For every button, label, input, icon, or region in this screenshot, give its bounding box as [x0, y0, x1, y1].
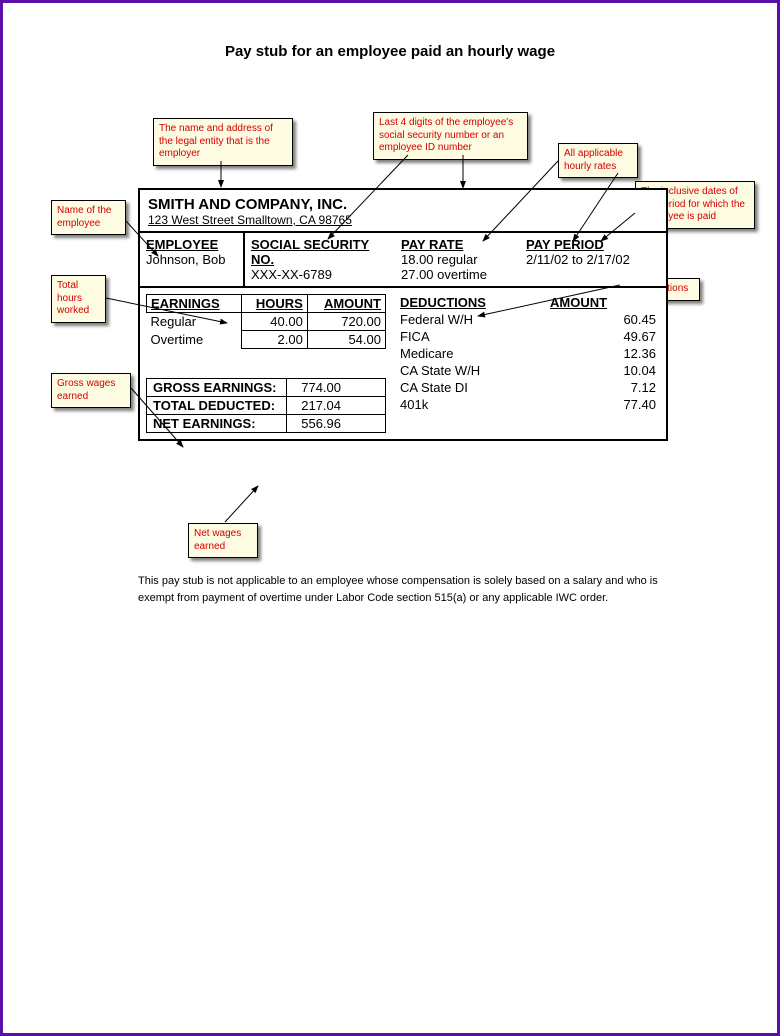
payperiod-box: PAY PERIOD 2/11/02 to 2/17/02: [520, 233, 666, 286]
footnote: This pay stub is not applicable to an em…: [138, 573, 668, 606]
ded-0-name: Federal W/H: [396, 311, 546, 328]
callout-ssn: Last 4 digits of the employee's social s…: [373, 112, 528, 160]
payrate-box: PAY RATE 18.00 regular 27.00 overtime: [395, 233, 520, 286]
ded-1-name: FICA: [396, 328, 546, 345]
paystub: SMITH AND COMPANY, INC. 123 West Street …: [138, 188, 668, 441]
payrate-1: 18.00 regular: [401, 252, 514, 267]
ded-amount-header: AMOUNT: [546, 294, 660, 311]
gross-label: GROSS EARNINGS:: [147, 379, 287, 396]
earnings-col: EARNINGS HOURS AMOUNT Regular 40.00 720.…: [146, 294, 386, 433]
totals: GROSS EARNINGS: 774.00 TOTAL DEDUCTED: 2…: [146, 378, 386, 433]
company-address: 123 West Street Smalltown, CA 98765: [148, 213, 658, 227]
employee-label: EMPLOYEE: [146, 237, 237, 252]
callout-net: Net wages earned: [188, 523, 258, 558]
page-title: Pay stub for an employee paid an hourly …: [48, 43, 732, 60]
ded-5-amt: 77.40: [546, 396, 660, 413]
net-row: NET EARNINGS: 556.96: [146, 414, 386, 433]
hours-header: HOURS: [241, 295, 307, 313]
info-row: EMPLOYEE Johnson, Bob SOCIAL SECURITY NO…: [140, 233, 666, 288]
ded-4-amt: 7.12: [546, 379, 660, 396]
gross-value: 774.00: [287, 379, 347, 396]
earn-hours-0: 40.00: [241, 313, 307, 331]
earn-hours-1: 2.00: [241, 331, 307, 349]
callout-rates: All applicable hourly rates: [558, 143, 638, 178]
earn-amt-1: 54.00: [307, 331, 385, 349]
earn-type-0: Regular: [147, 313, 242, 331]
callout-employer: The name and address of the legal entity…: [153, 118, 293, 166]
employee-box: EMPLOYEE Johnson, Bob: [140, 233, 245, 286]
ded-0-amt: 60.45: [546, 311, 660, 328]
page: Pay stub for an employee paid an hourly …: [0, 0, 780, 1036]
ded-3-name: CA State W/H: [396, 362, 546, 379]
earn-amt-0: 720.00: [307, 313, 385, 331]
earn-type-1: Overtime: [147, 331, 242, 349]
ded-1-amt: 49.67: [546, 328, 660, 345]
net-label: NET EARNINGS:: [147, 415, 287, 432]
callout-gross: Gross wages earned: [51, 373, 131, 408]
payperiod-value: 2/11/02 to 2/17/02: [526, 252, 660, 267]
ssn-value: XXX-XX-6789: [251, 267, 389, 282]
amount-header: AMOUNT: [307, 295, 385, 313]
deductions-table: DEDUCTIONS AMOUNT Federal W/H60.45 FICA4…: [396, 294, 660, 413]
ded-3-amt: 10.04: [546, 362, 660, 379]
deductions-col: DEDUCTIONS AMOUNT Federal W/H60.45 FICA4…: [386, 294, 660, 433]
deductions-header: DEDUCTIONS: [396, 294, 546, 311]
deducted-row: TOTAL DEDUCTED: 217.04: [146, 396, 386, 415]
gross-row: GROSS EARNINGS: 774.00: [146, 378, 386, 397]
body-row: EARNINGS HOURS AMOUNT Regular 40.00 720.…: [140, 288, 666, 439]
earnings-header: EARNINGS: [147, 295, 242, 313]
earnings-table: EARNINGS HOURS AMOUNT Regular 40.00 720.…: [146, 294, 386, 349]
ssn-box: SOCIAL SECURITY NO. XXX-XX-6789: [245, 233, 395, 286]
ded-2-name: Medicare: [396, 345, 546, 362]
deducted-label: TOTAL DEDUCTED:: [147, 397, 287, 414]
payrate-label: PAY RATE: [401, 237, 514, 252]
stub-header: SMITH AND COMPANY, INC. 123 West Street …: [140, 190, 666, 233]
company-name: SMITH AND COMPANY, INC.: [148, 196, 658, 213]
ded-4-name: CA State DI: [396, 379, 546, 396]
net-value: 556.96: [287, 415, 347, 432]
employee-name: Johnson, Bob: [146, 252, 237, 267]
ssn-label: SOCIAL SECURITY NO.: [251, 237, 389, 267]
ded-2-amt: 12.36: [546, 345, 660, 362]
payperiod-label: PAY PERIOD: [526, 237, 660, 252]
deducted-value: 217.04: [287, 397, 347, 414]
callout-empname: Name of the employee: [51, 200, 126, 235]
callout-hours: Total hours worked: [51, 275, 106, 323]
payrate-2: 27.00 overtime: [401, 267, 514, 282]
ded-5-name: 401k: [396, 396, 546, 413]
